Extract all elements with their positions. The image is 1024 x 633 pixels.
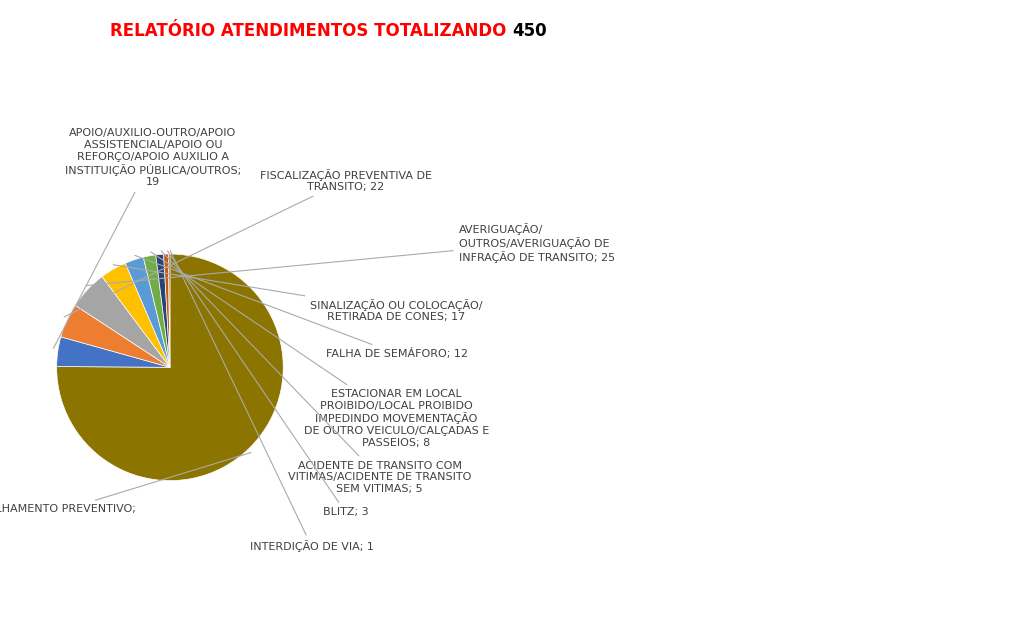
Text: INTERDIÇÃO DE VIA; 1: INTERDIÇÃO DE VIA; 1 (170, 251, 374, 552)
Text: PATRULHAMENTO PREVENTIVO;
338: PATRULHAMENTO PREVENTIVO; 338 (0, 453, 251, 525)
Text: FALHA DE SEMÁFORO; 12: FALHA DE SEMÁFORO; 12 (135, 255, 468, 359)
Text: 450: 450 (512, 22, 547, 40)
Wedge shape (102, 263, 170, 367)
Text: RELATÓRIO ATENDIMENTOS TOTALIZANDO: RELATÓRIO ATENDIMENTOS TOTALIZANDO (110, 22, 512, 40)
Wedge shape (125, 257, 170, 367)
Wedge shape (168, 254, 170, 367)
Text: ACIDENTE DE TRANSITO COM
VITIMAS/ACIDENTE DE TRANSITO
SEM VITIMAS; 5: ACIDENTE DE TRANSITO COM VITIMAS/ACIDENT… (161, 251, 471, 494)
Wedge shape (156, 254, 170, 367)
Wedge shape (60, 305, 170, 367)
Text: SINALIZAÇÃO OU COLOCAÇÃO/
RETIRADA DE CONES; 17: SINALIZAÇÃO OU COLOCAÇÃO/ RETIRADA DE CO… (114, 265, 482, 322)
Wedge shape (75, 277, 170, 367)
Wedge shape (56, 254, 284, 480)
Wedge shape (164, 254, 170, 367)
Text: BLITZ; 3: BLITZ; 3 (167, 251, 369, 517)
Text: FISCALIZAÇÃO PREVENTIVA DE
TRANSITO; 22: FISCALIZAÇÃO PREVENTIVA DE TRANSITO; 22 (65, 168, 431, 317)
Wedge shape (143, 255, 170, 367)
Text: AVERIGUAÇÃO/
OUTROS/AVERIGUAÇÃO DE
INFRAÇÃO DE TRANSITO; 25: AVERIGUAÇÃO/ OUTROS/AVERIGUAÇÃO DE INFRA… (86, 223, 615, 285)
Text: APOIO/AUXILIO-OUTRO/APOIO
ASSISTENCIAL/APOIO OU
REFORÇO/APOIO AUXILIO A
INSTITUI: APOIO/AUXILIO-OUTRO/APOIO ASSISTENCIAL/A… (53, 128, 241, 348)
Text: ESTACIONAR EM LOCAL
PROIBIDO/LOCAL PROIBIDO
IMPEDINDO MOVEMENTAÇÃO
DE OUTRO VEIC: ESTACIONAR EM LOCAL PROIBIDO/LOCAL PROIB… (151, 252, 489, 448)
Wedge shape (56, 337, 170, 367)
